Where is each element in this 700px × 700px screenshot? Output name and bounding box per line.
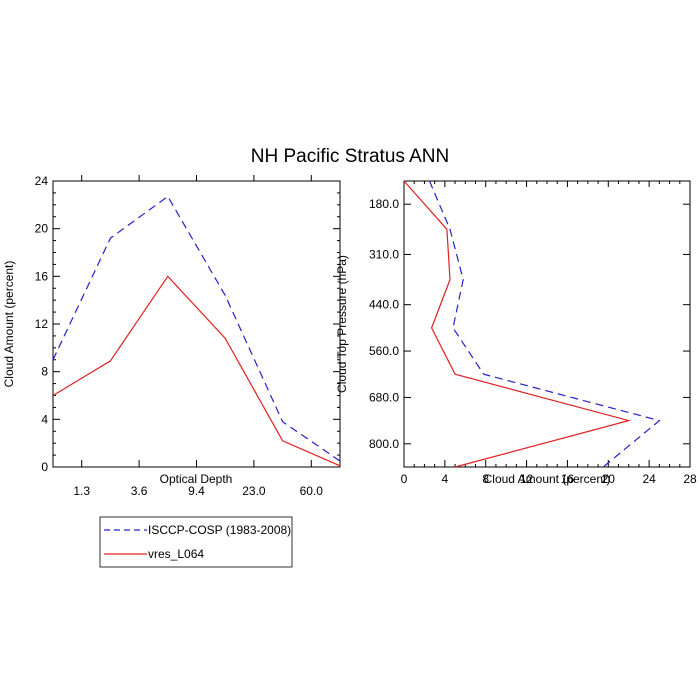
right-xtick-label-3: 12 <box>520 472 534 486</box>
left-xtick-label-0: 1.3 <box>73 484 90 498</box>
left-y-axis-label: Cloud Amount (percent) <box>2 261 16 388</box>
pressure-panel: 0 4 8 12 16 20 24 28 180.0 310.0 440.0 560.0 680.0 80… <box>335 180 697 486</box>
legend: ISCCP-COSP (1983-2008) vres_L064 <box>99 516 293 568</box>
right-xtick-label-7: 28 <box>683 472 697 486</box>
right-series-model <box>403 180 632 468</box>
legend-label-isccp: ISCCP-COSP (1983-2008) <box>148 523 291 537</box>
chart-title: NH Pacific Stratus ANN <box>251 146 450 167</box>
right-axis-ticks: 0 4 8 12 16 20 24 28 180.0 310.0 440.0 560.0 680.0 80… <box>369 181 697 486</box>
optical-depth-panel: 0 4 8 12 16 20 24 1.3 3.6 9.4 23.0 60.0 Optical Dep… <box>2 174 341 498</box>
left-xtick-label-4: 60.0 <box>300 484 324 498</box>
right-xtick-label-2: 8 <box>482 472 489 486</box>
right-ytick-label-4: 680.0 <box>369 390 399 404</box>
right-plot-frame <box>403 180 691 468</box>
left-xtick-label-3: 23.0 <box>242 484 266 498</box>
left-xtick-label-1: 3.6 <box>131 484 148 498</box>
right-ytick-label-5: 800.0 <box>369 437 399 451</box>
left-ytick-label-5: 20 <box>35 222 49 236</box>
left-series-isccp <box>52 195 341 462</box>
left-ytick-label-2: 8 <box>41 365 48 379</box>
left-ytick-label-3: 12 <box>35 317 49 331</box>
right-xtick-label-6: 24 <box>642 472 656 486</box>
legend-box <box>99 516 293 568</box>
right-y-axis-label: Cloud Top Pressure (hPa) <box>335 255 349 393</box>
left-xtick-label-2: 9.4 <box>188 484 205 498</box>
legend-label-model: vres_L064 <box>148 547 204 561</box>
left-x-axis-label: Optical Depth <box>160 472 233 486</box>
left-ytick-label-1: 4 <box>41 412 48 426</box>
right-xtick-label-0: 0 <box>401 472 408 486</box>
right-xtick-label-4: 16 <box>561 472 575 486</box>
right-series-lines <box>403 180 661 468</box>
right-x-axis-label: Cloud Amount (percent) <box>484 472 611 486</box>
right-ytick-label-3: 560.0 <box>369 344 399 358</box>
left-series-lines <box>52 195 341 467</box>
left-axis-ticks: 0 4 8 12 16 20 24 1.3 3.6 9.4 23.0 60.0 <box>35 174 340 498</box>
right-xtick-label-1: 4 <box>442 472 449 486</box>
left-ytick-label-4: 16 <box>35 269 49 283</box>
right-xtick-label-5: 20 <box>602 472 616 486</box>
left-ytick-label-6: 24 <box>35 174 49 188</box>
right-ytick-label-0: 180.0 <box>369 197 399 211</box>
right-series-isccp <box>428 180 661 468</box>
right-ytick-label-1: 310.0 <box>369 247 399 261</box>
left-plot-frame <box>52 180 341 468</box>
left-series-model <box>52 275 341 467</box>
right-ytick-label-2: 440.0 <box>369 298 399 312</box>
left-ytick-label-0: 0 <box>41 460 48 474</box>
